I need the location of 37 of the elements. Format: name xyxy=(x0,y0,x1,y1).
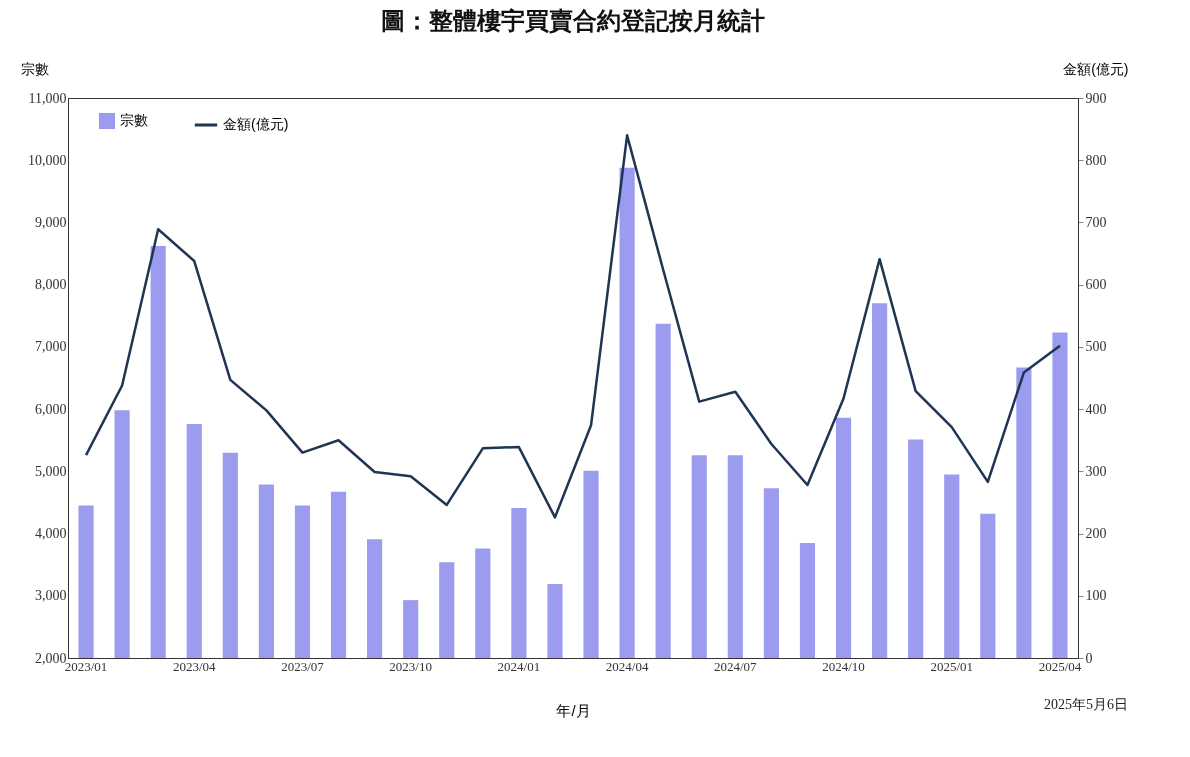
x-tick-label: 2024/01 xyxy=(497,658,541,674)
x-tick-label: 2025/04 xyxy=(1038,658,1082,674)
y2-tick-label: 100 xyxy=(1085,588,1107,604)
y2-tick-label: 800 xyxy=(1085,152,1107,168)
line-series xyxy=(84,134,1062,519)
legend-label: 金額(億元) xyxy=(223,116,289,132)
x-tick-label: 2023/07 xyxy=(281,658,325,674)
legend-label: 宗數 xyxy=(120,112,148,128)
y2-tick-label: 300 xyxy=(1085,463,1107,479)
y2-tick-label: 400 xyxy=(1085,401,1107,417)
y-tick-label: 11,000 xyxy=(28,90,67,106)
y-tick-label: 4,000 xyxy=(35,526,67,542)
y2-tick-label: 700 xyxy=(1085,214,1107,230)
y2-tick-label: 500 xyxy=(1085,339,1107,355)
y-axis-title: 宗數 xyxy=(20,60,49,77)
y-tick-label: 10,000 xyxy=(28,152,67,168)
x-tick-label: 2024/10 xyxy=(822,658,865,674)
y2-axis-title: 金額(億元) xyxy=(1063,60,1129,77)
y2-tick-label: 200 xyxy=(1085,526,1107,542)
x-tick-label: 2024/04 xyxy=(605,658,649,674)
x-tick-label: 2023/10 xyxy=(389,658,432,674)
y-tick-label: 5,000 xyxy=(35,463,67,479)
y-tick-label: 7,000 xyxy=(35,339,67,355)
y2-tick-label: 0 xyxy=(1085,650,1093,666)
y2-tick-label: 900 xyxy=(1085,90,1107,106)
y-tick-label: 2,000 xyxy=(35,650,67,666)
chart-title: 圖：整體樓宇買賣合約登記按月統計 xyxy=(381,7,765,34)
y-tick-label: 9,000 xyxy=(35,214,67,230)
x-tick-label: 2023/04 xyxy=(172,658,217,674)
y-tick-label: 3,000 xyxy=(35,588,67,604)
x-tick-label: 2025/01 xyxy=(930,658,974,674)
x-tick-label: 2024/07 xyxy=(714,658,758,674)
y-tick-label: 8,000 xyxy=(35,277,67,293)
text: 2025年5月6日 xyxy=(1044,697,1128,712)
y-tick-label: 6,000 xyxy=(35,401,67,417)
x-axis-title: 年/月 xyxy=(556,701,591,719)
y2-tick-label: 600 xyxy=(1085,277,1107,293)
